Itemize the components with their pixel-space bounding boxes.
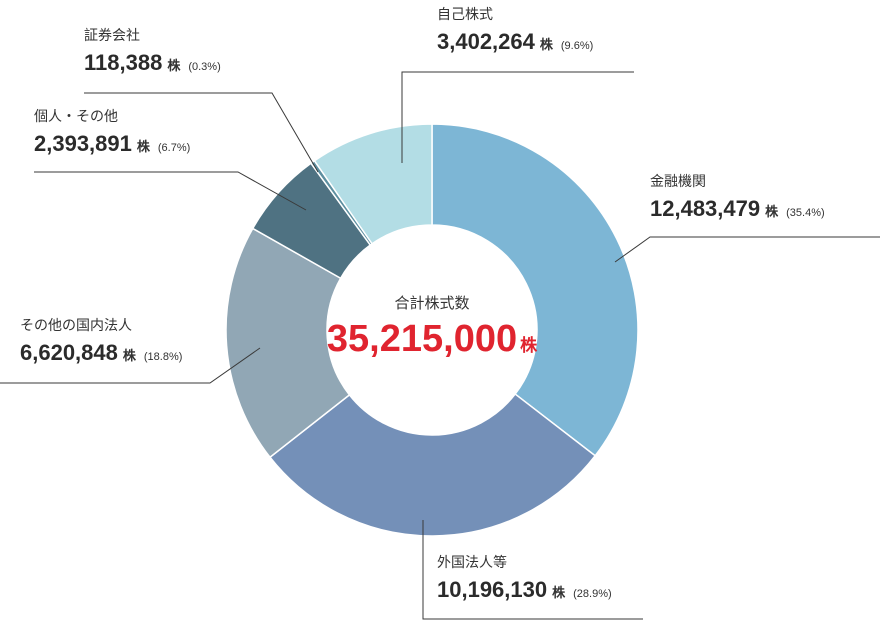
segment-value: 2,393,891 [34,131,132,156]
leader-line-financial [614,236,880,263]
slice-treasury [313,123,433,245]
segment-unit: 株 [136,139,150,154]
segment-name: 自己株式 [437,6,493,22]
segment-name: 金融機関 [650,173,706,189]
total-unit: 株 [520,336,538,355]
segment-unit: 株 [552,585,566,600]
label-domestic: その他の国内法人 6,620,848 株 (18.8%) [20,316,182,370]
segment-unit: 株 [539,37,553,52]
segment-percent: (6.7%) [157,142,191,154]
label-securities: 証券会社 118,388 株 (0.3%) [84,26,221,80]
segment-name: 個人・その他 [34,108,118,124]
segment-unit: 株 [122,348,136,363]
label-financial: 金融機関 12,483,479 株 (35.4%) [650,172,825,226]
segment-name: 証券会社 [84,27,140,43]
slice-financial [431,123,639,457]
leader-line-foreign [422,520,643,620]
segment-value: 10,196,130 [437,577,548,602]
leader-line-securities [84,92,319,173]
label-treasury: 自己株式 3,402,264 株 (9.6%) [437,5,593,59]
leader-lines [0,71,880,620]
segment-percent: (0.3%) [188,61,221,73]
leader-line-individual [34,171,307,211]
segment-value: 6,620,848 [20,340,118,365]
center-title: 合計株式数 [394,295,470,312]
segment-percent: (9.6%) [560,40,594,52]
segment-percent: (18.8%) [143,351,183,363]
segment-name: その他の国内法人 [20,317,132,333]
label-individual: 個人・その他 2,393,891 株 (6.7%) [34,107,190,161]
segment-value: 118,388 [84,50,163,75]
segment-unit: 株 [167,58,181,73]
donut-slices [225,123,639,537]
leader-line-domestic [0,347,261,384]
center-total: 35,215,000 株 [327,318,537,361]
segment-name: 外国法人等 [437,554,507,570]
segment-percent: (35.4%) [786,207,825,219]
label-foreign: 外国法人等 10,196,130 株 (28.9%) [437,553,612,607]
leader-line-treasury [401,71,634,163]
slice-foreign [268,393,597,537]
segment-value: 12,483,479 [650,196,761,221]
segment-unit: 株 [765,204,779,219]
total-value: 35,215,000 [326,318,518,360]
segment-percent: (28.9%) [573,588,612,600]
segment-value: 3,402,264 [437,29,535,54]
slice-domestic [225,227,351,459]
